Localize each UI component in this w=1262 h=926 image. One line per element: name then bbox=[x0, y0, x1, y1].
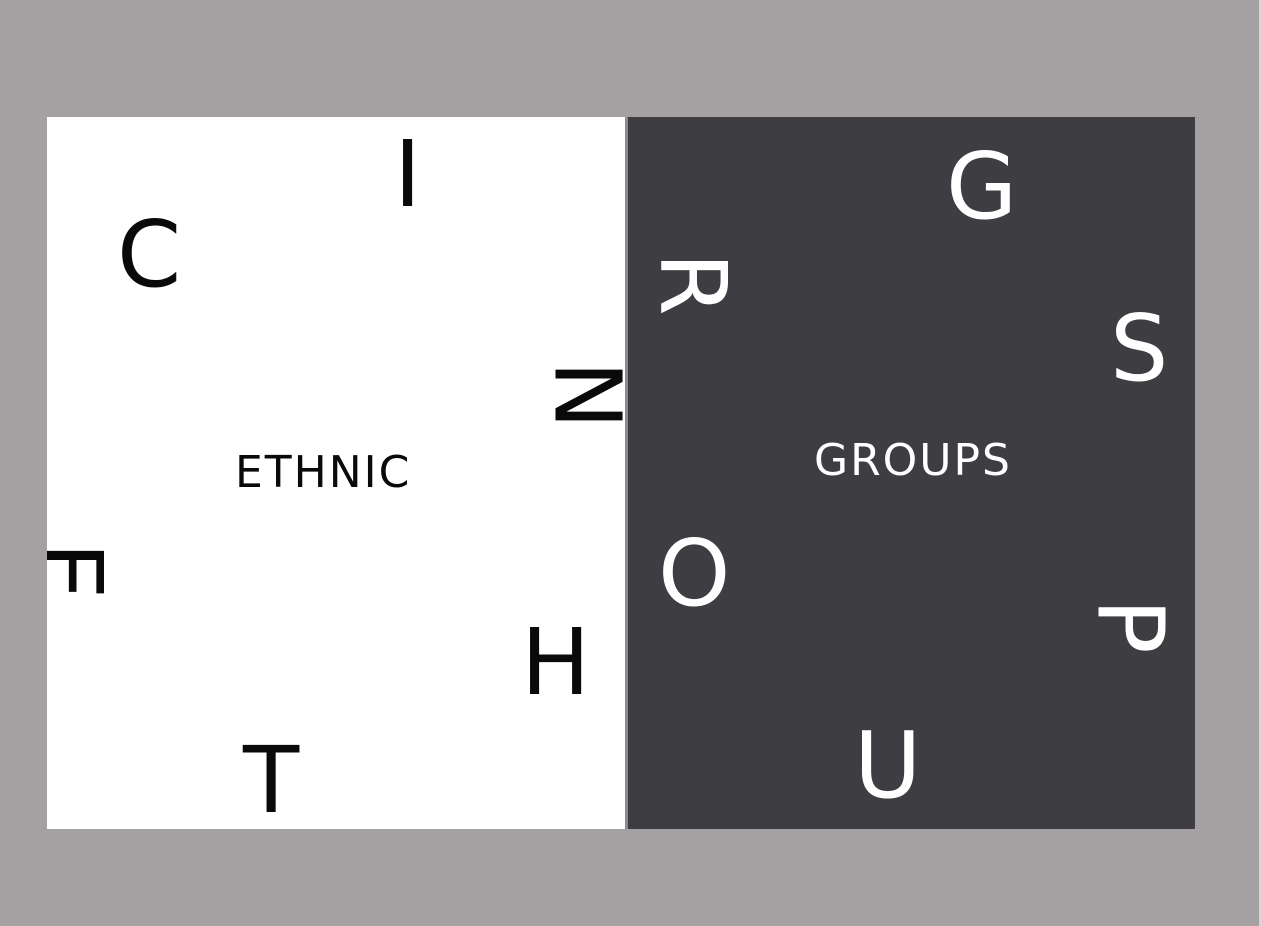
letter-c: C bbox=[117, 201, 182, 308]
letter-i: I bbox=[394, 121, 422, 228]
letter-p: P bbox=[1076, 598, 1184, 654]
letter-r: R bbox=[638, 252, 746, 316]
right-edge-strip bbox=[1259, 0, 1262, 926]
panel-divider bbox=[625, 117, 628, 829]
right-panel-dark: G R S GROUPS O P U bbox=[628, 117, 1195, 829]
letter-h: H bbox=[521, 609, 591, 716]
letter-t: T bbox=[243, 727, 300, 829]
letter-n: N bbox=[533, 361, 625, 430]
letter-e: E bbox=[47, 542, 122, 600]
word-ethnic: ETHNIC bbox=[235, 447, 412, 498]
letter-g: G bbox=[946, 133, 1018, 240]
left-panel-white: I C N ETHNIC E H T bbox=[47, 117, 625, 829]
letter-o: O bbox=[658, 520, 731, 627]
letter-s: S bbox=[1110, 295, 1169, 402]
letter-u: U bbox=[854, 712, 922, 819]
word-groups: GROUPS bbox=[814, 435, 1012, 486]
